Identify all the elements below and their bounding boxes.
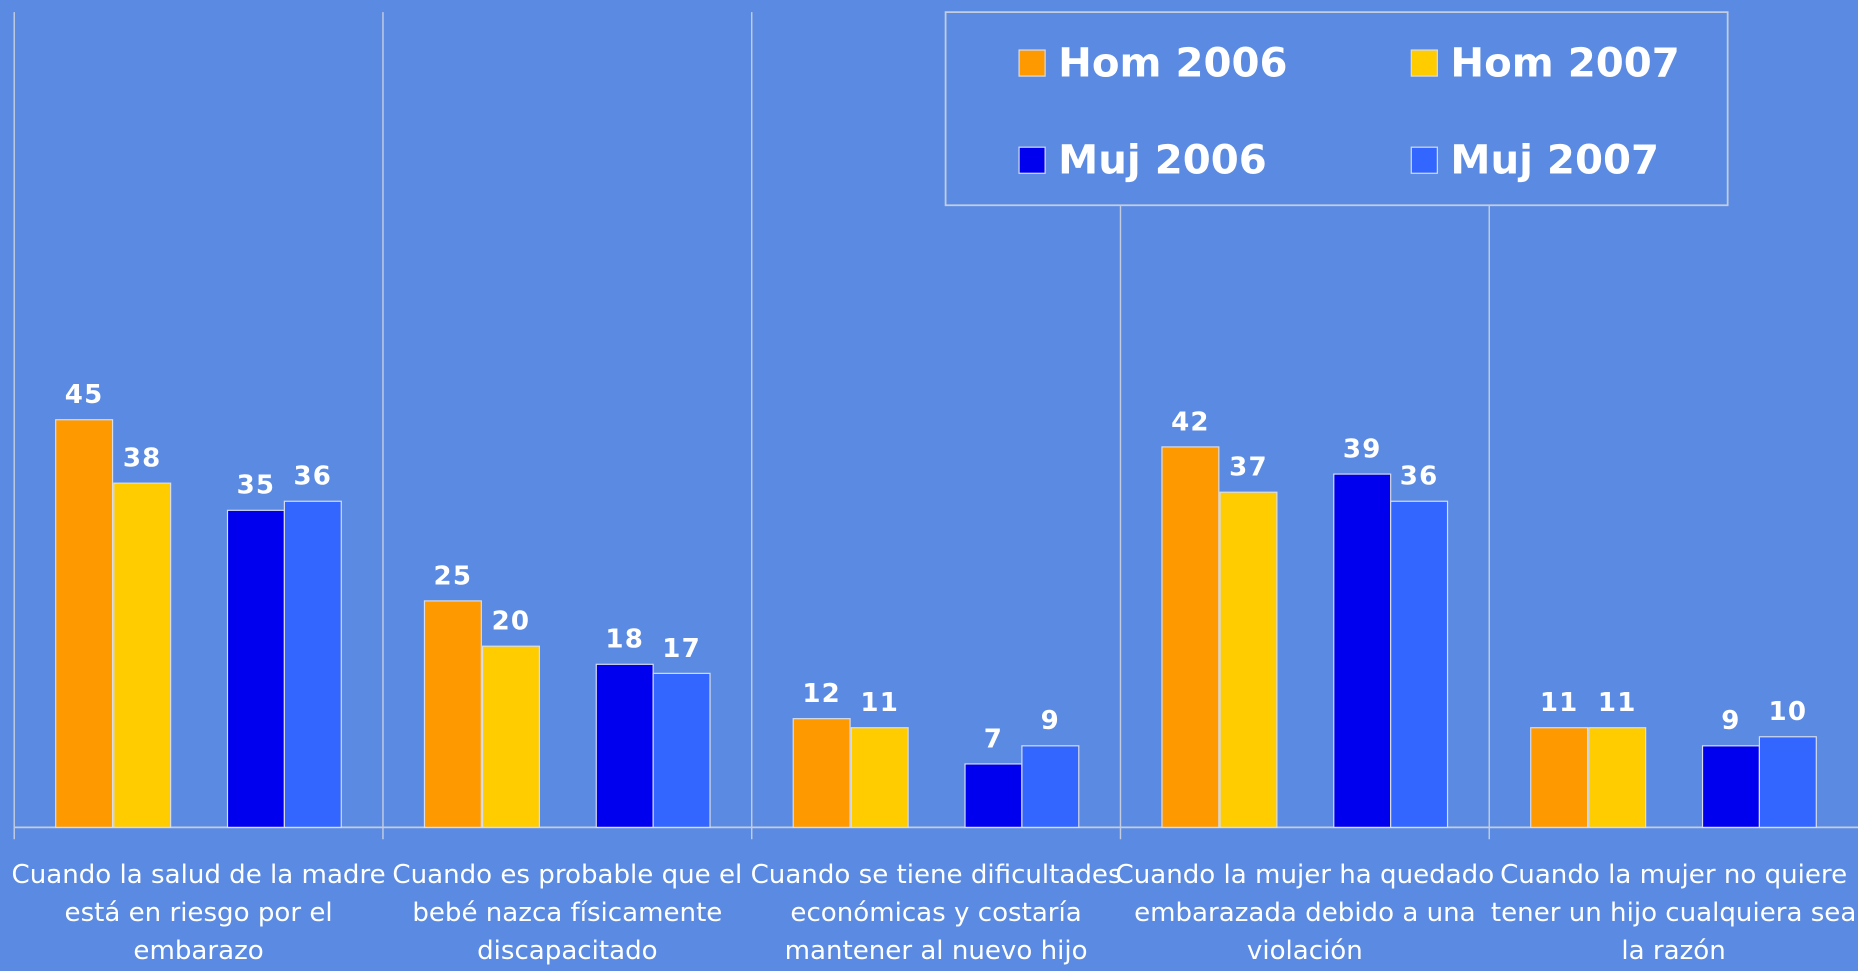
category-label-box: Cuando es probable que el bebé nazca fís… — [392, 860, 743, 966]
value-label: 36 — [294, 462, 333, 492]
bar — [964, 763, 1023, 828]
bar — [1390, 500, 1449, 828]
value-label: 45 — [65, 380, 104, 410]
value-label: 42 — [1171, 407, 1210, 437]
x-tick-label: Cuando la mujer no quiere tener un hijo … — [1490, 860, 1857, 966]
value-label: 39 — [1343, 434, 1382, 464]
bar — [1161, 446, 1220, 828]
value-label: 36 — [1400, 462, 1439, 492]
value-label: 9 — [1721, 706, 1740, 736]
bar — [423, 600, 482, 828]
bar — [1530, 727, 1589, 828]
bar — [283, 500, 342, 828]
bar — [1333, 473, 1392, 828]
value-label: 18 — [605, 625, 644, 655]
value-label: 25 — [434, 561, 473, 591]
x-tick-label: Cuando se tiene dificultades económicas … — [750, 860, 1122, 966]
bar — [226, 509, 285, 828]
value-label: 12 — [802, 679, 841, 709]
legend-label: Muj 2006 — [1058, 138, 1267, 184]
category-label-box: Cuando se tiene dificultades económicas … — [750, 860, 1122, 966]
category-label-box: Cuando la salud de la madre está en ries… — [11, 860, 386, 966]
bar — [1758, 736, 1817, 828]
value-label: 11 — [1598, 688, 1637, 718]
bar — [1588, 727, 1647, 828]
legend-swatch — [1018, 49, 1046, 77]
bar — [55, 419, 114, 828]
legend-label: Hom 2006 — [1058, 40, 1287, 86]
legend-swatch — [1410, 49, 1438, 77]
legend-label: Hom 2007 — [1450, 40, 1679, 86]
legend-label: Muj 2007 — [1450, 138, 1659, 184]
x-tick-label: Cuando la salud de la madre está en ries… — [11, 860, 386, 966]
value-label: 35 — [237, 471, 276, 501]
value-label: 11 — [860, 688, 899, 718]
bar — [1701, 745, 1761, 828]
value-label: 17 — [662, 634, 701, 664]
category-label-box: Cuando la mujer ha quedado embarazada de… — [1115, 860, 1495, 966]
bar — [595, 663, 654, 828]
value-label: 20 — [492, 607, 531, 637]
value-label: 37 — [1229, 453, 1268, 483]
value-label: 11 — [1540, 688, 1579, 718]
bar — [1219, 491, 1278, 828]
bar — [652, 672, 711, 828]
bar — [113, 482, 172, 828]
x-tick-label: Cuando la mujer ha quedado embarazada de… — [1115, 860, 1495, 966]
bar — [850, 727, 909, 828]
value-label: 7 — [984, 724, 1003, 754]
x-tick-label: Cuando es probable que el bebé nazca fís… — [392, 860, 743, 966]
legend-swatch — [1410, 146, 1438, 174]
bar — [792, 718, 851, 828]
bar — [481, 645, 540, 828]
value-label: 9 — [1041, 706, 1060, 736]
legend-swatch — [1018, 146, 1046, 174]
legend-box — [944, 11, 1729, 207]
value-label: 10 — [1769, 697, 1808, 727]
category-label-box: Cuando la mujer no quiere tener un hijo … — [1490, 860, 1857, 966]
value-label: 38 — [123, 444, 162, 474]
bar — [1021, 745, 1080, 828]
